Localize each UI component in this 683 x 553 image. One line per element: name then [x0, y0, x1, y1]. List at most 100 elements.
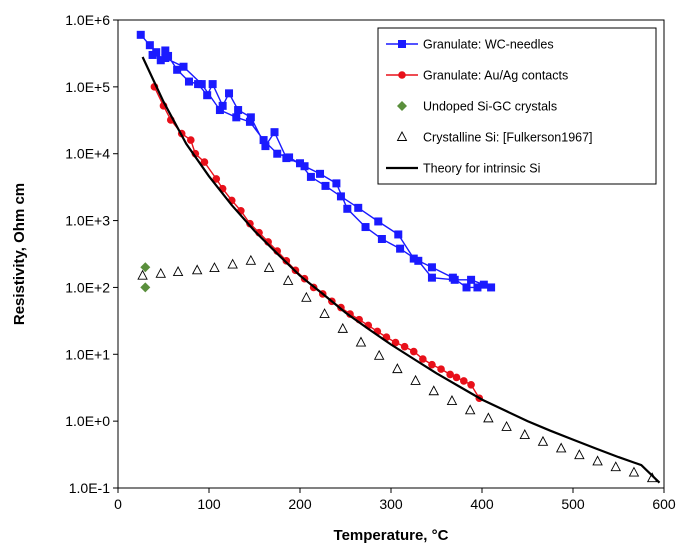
data-point	[396, 244, 405, 253]
data-point	[555, 442, 567, 453]
data-point	[610, 461, 622, 472]
data-point	[172, 266, 184, 276]
data-point	[208, 80, 217, 89]
y-tick-label: 1.0E+6	[65, 12, 110, 28]
x-tick-label: 200	[288, 496, 312, 512]
data-point	[628, 466, 640, 477]
data-point	[519, 429, 531, 439]
legend-label: Theory for intrinsic Si	[423, 162, 540, 176]
y-tick-label: 1.0E+4	[65, 146, 110, 162]
data-point	[462, 283, 471, 292]
data-point	[203, 91, 212, 100]
data-point	[145, 41, 154, 50]
y-tick-label: 1.0E-1	[69, 480, 110, 496]
data-point	[574, 449, 585, 460]
data-point	[467, 380, 475, 389]
y-axis-title: Resistivity, Ohm cm	[11, 183, 28, 325]
data-point	[246, 113, 255, 122]
y-tick-label: 1.0E+1	[65, 346, 110, 362]
x-tick-label: 0	[114, 496, 122, 512]
data-point	[409, 347, 418, 356]
data-point	[537, 435, 549, 446]
y-tick-label: 1.0E+0	[65, 413, 110, 429]
data-point	[332, 179, 341, 188]
data-point	[450, 275, 459, 284]
data-point	[337, 322, 349, 333]
data-point	[361, 223, 370, 232]
data-point	[232, 113, 241, 122]
data-point	[487, 283, 496, 292]
data-point	[301, 291, 312, 302]
data-point	[218, 101, 227, 110]
legend-label: Granulate: WC-needles	[423, 38, 554, 52]
x-tick-label: 500	[561, 496, 585, 512]
legend-items: Granulate: WC-needles Granulate: Au/Ag co…	[386, 38, 593, 176]
data-point	[460, 377, 468, 385]
data-point	[319, 308, 330, 318]
data-point	[300, 162, 309, 171]
data-point	[410, 374, 421, 385]
x-tick-label: 400	[470, 496, 494, 512]
data-point	[391, 338, 400, 347]
data-point	[209, 262, 220, 272]
legend-marker	[397, 101, 407, 111]
data-point	[464, 404, 476, 415]
data-point	[259, 136, 268, 145]
data-point	[467, 275, 476, 284]
data-point	[354, 203, 363, 212]
data-point	[270, 128, 279, 137]
data-point	[479, 280, 488, 289]
data-point	[187, 136, 195, 144]
data-point	[394, 230, 403, 239]
series-line	[141, 56, 661, 484]
data-point	[234, 106, 243, 115]
data-point	[414, 256, 423, 265]
data-point	[246, 219, 254, 228]
data-point	[136, 30, 145, 39]
legend-box	[377, 27, 657, 185]
legend-label: Undoped Si-GC crystals	[423, 100, 557, 114]
x-tick-label: 300	[379, 496, 403, 512]
data-point	[336, 192, 345, 201]
data-point	[501, 420, 512, 431]
data-point	[427, 263, 436, 272]
data-point	[191, 264, 203, 275]
data-point	[374, 217, 383, 226]
data-point	[428, 385, 440, 396]
x-tick-label: 100	[197, 496, 221, 512]
data-point	[377, 235, 386, 244]
data-point	[419, 355, 427, 363]
data-point	[273, 149, 282, 158]
series-4	[141, 56, 661, 484]
data-point	[428, 360, 436, 369]
legend-marker	[396, 131, 408, 141]
data-point	[179, 62, 188, 71]
data-point	[148, 50, 157, 59]
data-point	[373, 349, 385, 360]
data-point	[200, 158, 209, 166]
y-tick-label: 1.0E+2	[65, 279, 110, 295]
legend-label: Granulate: Au/Ag contacts	[423, 69, 568, 83]
data-point	[263, 262, 275, 272]
x-tick-label: 600	[652, 496, 676, 512]
data-point	[225, 89, 234, 98]
data-point	[285, 153, 294, 162]
data-point	[212, 175, 221, 183]
data-point	[473, 283, 482, 292]
data-point	[343, 204, 352, 213]
data-point	[592, 455, 603, 466]
data-point	[446, 370, 454, 379]
data-point	[184, 77, 193, 86]
data-point	[437, 365, 445, 373]
legend: Granulate: WC-needles Granulate: Au/Ag co…	[377, 27, 657, 185]
data-point	[245, 117, 254, 126]
data-point	[245, 254, 257, 265]
data-point	[282, 257, 291, 265]
data-point	[321, 181, 330, 190]
legend-marker	[398, 40, 406, 48]
data-point	[483, 412, 494, 423]
data-point	[137, 269, 148, 280]
data-point	[155, 267, 167, 278]
data-point	[452, 373, 461, 382]
